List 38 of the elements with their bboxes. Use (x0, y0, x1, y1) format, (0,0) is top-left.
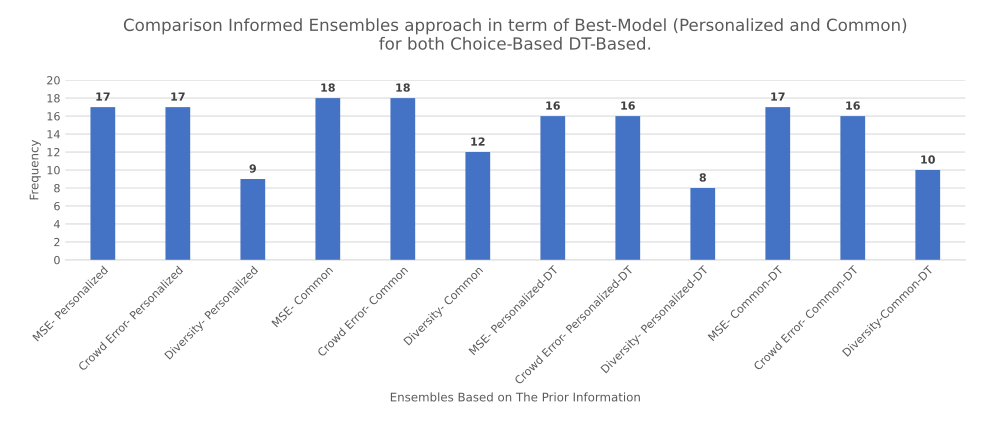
chart-title: Comparison Informed Ensembles approach in term of Best-Model (Personalized and Common) for both Choice-Based DT-Based. (124, 18, 906, 50)
y-tick-label: 2 (54, 238, 60, 246)
y-tick-label: 8 (54, 184, 60, 192)
bar (240, 179, 266, 260)
y-tick-label: 18 (48, 94, 60, 102)
bar (465, 152, 490, 260)
bar (615, 116, 640, 260)
y-tick-label: 0 (54, 256, 60, 264)
y-tick-label: 10 (48, 166, 60, 174)
y-tick-label: 20 (47, 76, 60, 85)
bar (915, 170, 940, 260)
bar (315, 98, 340, 260)
y-tick-label: 14 (48, 130, 60, 138)
bar (765, 107, 790, 260)
y-tick-label: 6 (54, 202, 60, 210)
y-tick-label: 16 (48, 112, 60, 120)
data-label: 18 (321, 83, 335, 92)
bar (90, 107, 116, 260)
bar (390, 98, 416, 260)
data-label: 10 (921, 155, 935, 164)
data-label: 16 (546, 101, 560, 110)
data-label: 16 (621, 101, 635, 110)
data-label: 12 (471, 137, 485, 146)
data-label: 17 (96, 92, 110, 101)
bar (540, 116, 566, 260)
y-axis-title: Frequency (30, 140, 41, 200)
data-label: 17 (171, 92, 185, 101)
data-label: 18 (396, 83, 410, 92)
data-label: 9 (250, 164, 256, 173)
bar (165, 107, 190, 260)
data-label: 8 (700, 173, 706, 182)
bar (840, 116, 866, 260)
y-tick-label: 12 (48, 148, 60, 156)
x-axis-title: Ensembles Based on The Prior Information (390, 392, 640, 402)
y-tick-label: 4 (54, 220, 60, 228)
bar (690, 188, 716, 260)
data-label: 16 (846, 101, 860, 110)
data-label: 17 (771, 92, 785, 101)
